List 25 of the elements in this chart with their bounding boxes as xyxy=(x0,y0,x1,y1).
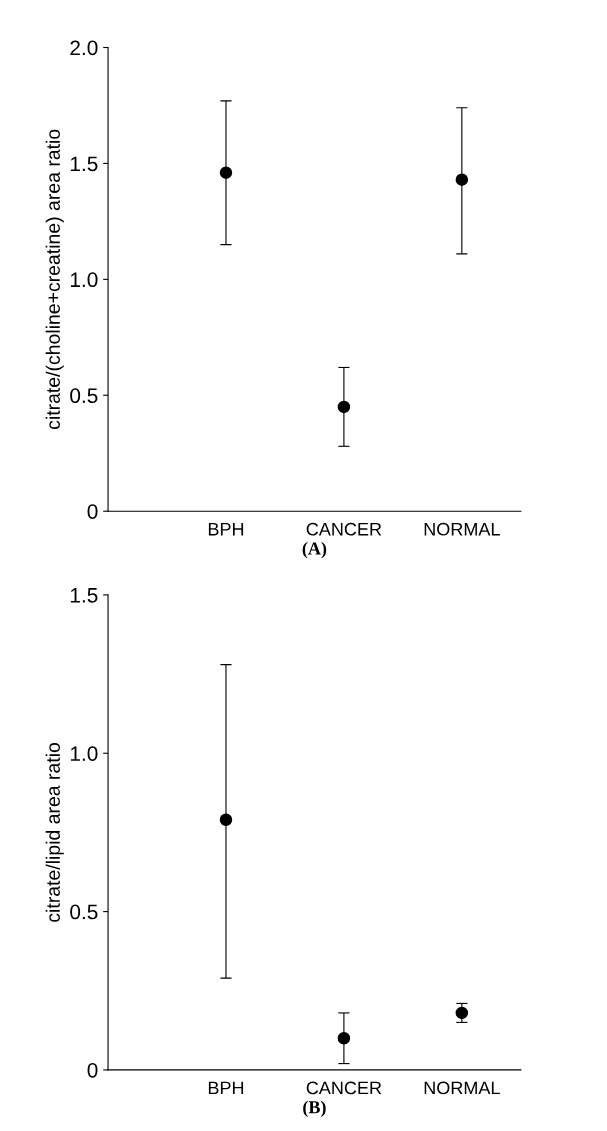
point xyxy=(455,173,469,186)
y-tick-label: 0 xyxy=(87,1062,98,1078)
y-axis-title: citrate/(choline+creatine) area ratio xyxy=(45,129,64,430)
x-axis-title: (B) xyxy=(303,1100,326,1118)
x-tick-label: NORMAL xyxy=(424,1081,500,1095)
x-tick-label: BPH xyxy=(208,1081,244,1095)
y-tick-label: 2.0 xyxy=(70,40,98,56)
y-tick-label: 1.0 xyxy=(70,272,98,288)
point xyxy=(337,400,351,414)
x-axis-title: (A) xyxy=(302,541,327,559)
y-tick-label: 0.5 xyxy=(70,388,98,404)
point xyxy=(219,166,233,179)
x-tick-label: BPH xyxy=(208,522,244,536)
x-tick-label: NORMAL xyxy=(424,522,500,536)
point xyxy=(337,1032,351,1045)
y-tick-label: 0 xyxy=(87,504,98,519)
y-tick-label: 1.0 xyxy=(70,746,98,761)
x-tick-label: CANCER xyxy=(306,1081,382,1095)
point xyxy=(455,1006,469,1020)
point xyxy=(219,813,233,826)
y-tick-label: 1.5 xyxy=(70,588,98,603)
y-tick-label: 1.5 xyxy=(70,156,98,172)
x-tick-label: CANCER xyxy=(306,522,382,536)
y-axis-title: citrate/lipid area ratio xyxy=(45,742,64,922)
y-tick-label: 0.5 xyxy=(70,904,98,920)
